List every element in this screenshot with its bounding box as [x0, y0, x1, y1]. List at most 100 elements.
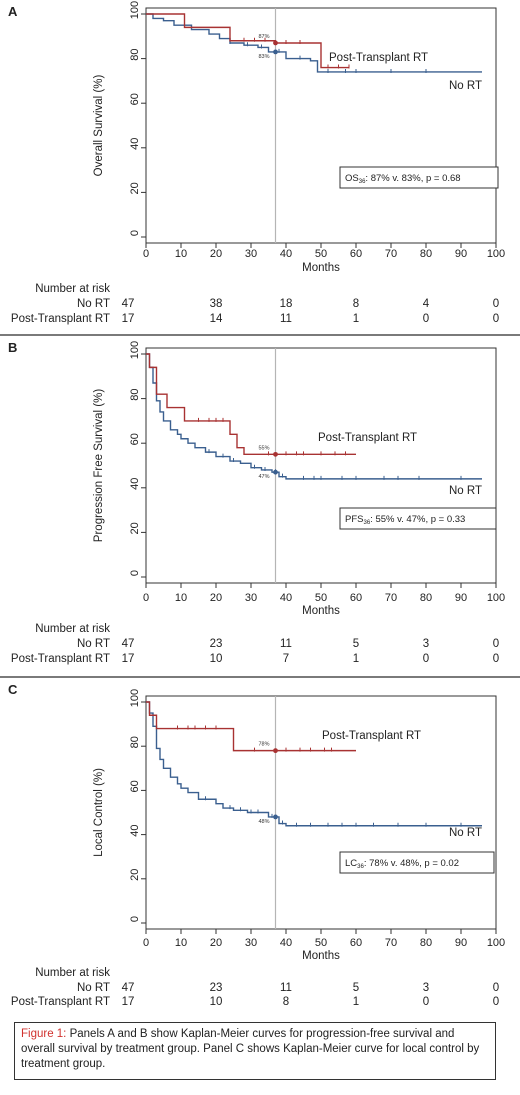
x-tick-label: 50	[315, 248, 327, 260]
risk-count: 17	[122, 996, 135, 1008]
x-tick-label: 80	[420, 248, 432, 260]
series-label: No RT	[449, 80, 482, 92]
x-tick-label: 40	[280, 248, 292, 260]
estimate-marker	[273, 469, 278, 475]
risk-count: 0	[423, 996, 429, 1008]
risk-row-label: Post-Transplant RT	[11, 313, 110, 325]
risk-count: 5	[353, 638, 359, 650]
panel-b: B 0 20 40 60 80 100 0 10 20 30 40 50 60 70 80 90 100 Progr…	[0, 336, 520, 676]
x-tick-label: 10	[175, 248, 187, 260]
series-label: Post-Transplant RT	[318, 432, 417, 444]
risk-count: 10	[210, 996, 223, 1008]
x-tick-label: 0	[143, 937, 149, 949]
y-axis-title: Local Control (%)	[93, 768, 105, 857]
panel-letter: C	[8, 682, 18, 697]
risk-count: 1	[353, 653, 359, 665]
x-tick-label: 70	[385, 592, 397, 604]
risk-row-label: Post-Transplant RT	[11, 996, 110, 1008]
y-tick-label: 0	[129, 916, 141, 922]
x-axis-title: Months	[302, 605, 340, 617]
plot-frame	[145, 347, 497, 584]
y-tick-label: 0	[129, 570, 141, 576]
estimate-label: 78%	[258, 742, 269, 748]
y-tick-label: 100	[129, 1, 141, 19]
y-axis-title: Progression Free Survival (%)	[93, 389, 105, 543]
risk-count: 11	[280, 313, 292, 325]
x-tick-label: 10	[175, 592, 187, 604]
risk-row-label: No RT	[77, 298, 110, 310]
y-tick-label: 20	[129, 869, 141, 881]
y-tick-label: 40	[129, 824, 141, 836]
risk-count: 3	[423, 982, 429, 994]
risk-count: 47	[122, 638, 135, 650]
x-tick-label: 60	[350, 592, 362, 604]
x-tick-label: 50	[315, 937, 327, 949]
caption-text: Panels A and B show Kaplan-Meier curves …	[21, 1028, 480, 1070]
y-tick-label: 20	[129, 522, 141, 534]
y-tick-label: 60	[129, 93, 141, 105]
x-tick-label: 50	[315, 592, 327, 604]
x-tick-label: 30	[245, 248, 257, 260]
panel-a: A 0 20 40 60 80 100 0 10 20 30 40 50 60 70 80 90 100 Overa…	[0, 0, 520, 334]
x-axis-title: Months	[302, 262, 340, 274]
y-tick-label: 60	[129, 433, 141, 445]
risk-count: 10	[210, 653, 223, 665]
risk-count: 0	[493, 313, 499, 325]
y-tick-label: 80	[129, 736, 141, 748]
km-curve	[146, 353, 482, 480]
x-tick-label: 20	[210, 592, 222, 604]
risk-count: 23	[210, 982, 223, 994]
plot-frame	[145, 695, 497, 930]
estimate-marker	[273, 451, 278, 457]
x-tick-label: 40	[280, 937, 292, 949]
estimate-label: 87%	[258, 34, 269, 40]
km-curve	[146, 701, 356, 752]
y-tick-label: 40	[129, 138, 141, 150]
estimate-marker	[273, 814, 278, 820]
risk-count: 8	[353, 298, 359, 310]
risk-count: 0	[493, 982, 499, 994]
x-tick-label: 100	[487, 248, 505, 260]
risk-count: 8	[283, 996, 289, 1008]
panel-c: C 0 20 40 60 80 100 0 10 20 30 40 50 60 70 80 90 100 Local…	[0, 678, 520, 1020]
risk-count: 11	[280, 638, 292, 650]
panel-divider	[0, 334, 520, 336]
risk-count: 1	[353, 313, 359, 325]
figure-caption: Figure 1: Panels A and B show Kaplan-Mei…	[14, 1022, 496, 1080]
risk-count: 23	[210, 638, 223, 650]
risk-count: 4	[423, 298, 430, 310]
x-tick-label: 60	[350, 937, 362, 949]
y-axis-title: Overall Survival (%)	[93, 75, 105, 177]
risk-count: 0	[493, 298, 499, 310]
y-tick-label: 80	[129, 388, 141, 400]
x-tick-label: 30	[245, 592, 257, 604]
panel-divider	[0, 676, 520, 678]
estimate-marker	[273, 49, 278, 55]
series-label: No RT	[449, 827, 482, 839]
x-tick-label: 20	[210, 248, 222, 260]
estimate-label: 48%	[258, 819, 269, 825]
x-tick-label: 0	[143, 248, 149, 260]
km-curve	[146, 13, 349, 69]
x-tick-label: 30	[245, 937, 257, 949]
risk-count: 0	[493, 653, 499, 665]
stats-annotation-box	[339, 166, 499, 189]
risk-count: 0	[423, 653, 429, 665]
risk-row-label: No RT	[77, 638, 110, 650]
x-tick-label: 90	[455, 248, 467, 260]
risk-row-label: Post-Transplant RT	[11, 653, 110, 665]
y-tick-label: 20	[129, 182, 141, 194]
series-label: No RT	[449, 485, 482, 497]
x-tick-label: 70	[385, 248, 397, 260]
risk-count: 1	[353, 996, 359, 1008]
stats-annotation: LC36: 78% v. 48%, p = 0.02	[345, 858, 459, 870]
km-curve	[146, 353, 356, 456]
x-axis-title: Months	[302, 950, 340, 962]
x-tick-label: 100	[487, 937, 505, 949]
risk-count: 11	[280, 982, 292, 994]
x-tick-label: 90	[455, 592, 467, 604]
y-tick-label: 0	[129, 230, 141, 236]
x-tick-label: 0	[143, 592, 149, 604]
